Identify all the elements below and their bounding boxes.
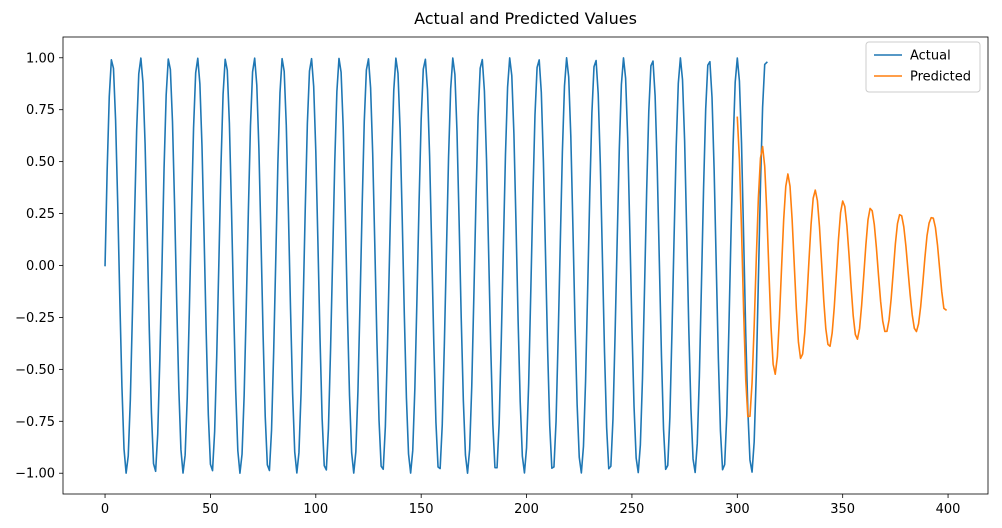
plot-series bbox=[104, 57, 948, 475]
y-tick-label: 1.00 bbox=[26, 51, 55, 66]
x-tick-label: 300 bbox=[725, 502, 750, 517]
y-tick-label: −1.00 bbox=[15, 467, 55, 482]
x-tick-label: 400 bbox=[936, 502, 961, 517]
legend-label-predicted: Predicted bbox=[910, 70, 971, 85]
series-line-predicted bbox=[736, 116, 948, 418]
plot-frame bbox=[62, 36, 989, 495]
y-tick-label: 0.25 bbox=[26, 207, 55, 222]
x-tick-label: 150 bbox=[409, 502, 434, 517]
y-tick-label: −0.25 bbox=[15, 311, 55, 326]
x-axis: 0 50 100 150 200 250 300 350 400 bbox=[101, 494, 961, 517]
x-tick-label: 200 bbox=[514, 502, 539, 517]
y-tick-label: −0.75 bbox=[15, 415, 55, 430]
legend-label-actual: Actual bbox=[910, 49, 951, 64]
x-tick-label: 100 bbox=[303, 502, 328, 517]
x-tick-label: 50 bbox=[202, 502, 219, 517]
y-tick-label: 0.00 bbox=[26, 259, 55, 274]
series-line-actual bbox=[104, 57, 768, 475]
x-tick-label: 0 bbox=[101, 502, 109, 517]
legend: Actual Predicted bbox=[865, 41, 981, 93]
y-tick-label: 0.50 bbox=[26, 155, 55, 170]
y-tick-label: 0.75 bbox=[26, 103, 55, 118]
y-axis: −1.00 −0.75 −0.50 −0.25 0.00 0.25 0.50 0.75 1.00 bbox=[15, 51, 63, 482]
x-tick-label: 250 bbox=[620, 502, 645, 517]
x-tick-label: 350 bbox=[830, 502, 855, 517]
y-tick-label: −0.50 bbox=[15, 363, 55, 378]
chart-title: Actual and Predicted Values bbox=[414, 9, 637, 28]
